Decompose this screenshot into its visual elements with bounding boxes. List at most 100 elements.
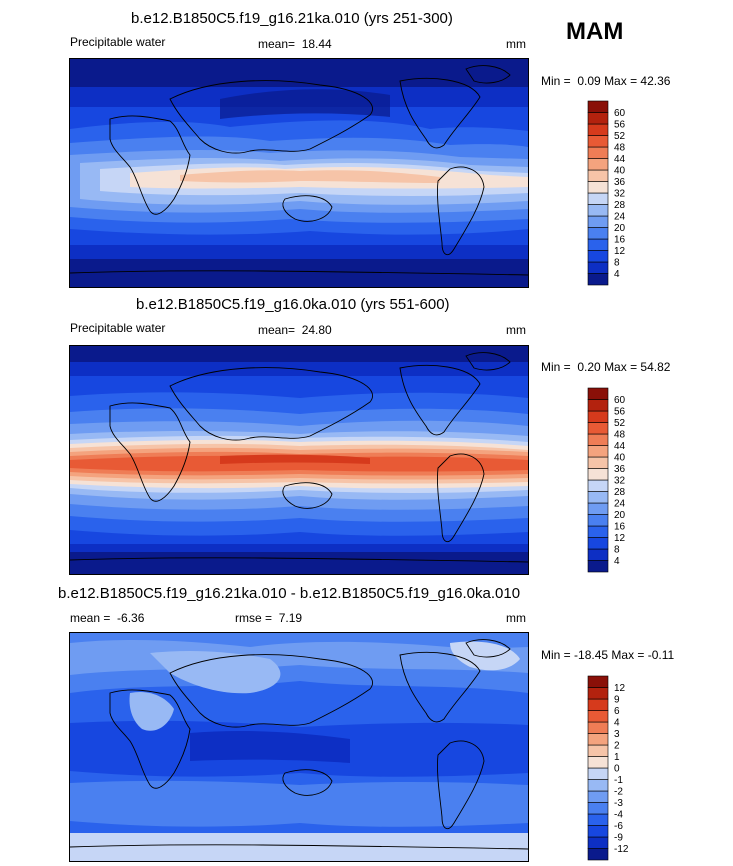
panel1-colorbar-box xyxy=(587,192,609,205)
panel2-variable: Precipitable water xyxy=(70,321,166,335)
panel3-colorbar-tick-label: -2 xyxy=(614,787,623,798)
panel1-colorbar-box xyxy=(587,250,609,263)
panel2-colorbar-tick-label: 56 xyxy=(614,407,626,418)
panel2-units: mm xyxy=(506,323,526,337)
panel3-colorbar-tick-label: -4 xyxy=(614,810,623,821)
panel1-colorbar-box xyxy=(587,215,609,228)
panel1-colorbar-box xyxy=(587,135,609,148)
panel3-colorbar-box xyxy=(587,710,609,723)
panel1-colorbar-box xyxy=(587,273,609,286)
panel1-colorbar-tick-label: 24 xyxy=(614,212,626,223)
panel3-colorbar-tick-label: -3 xyxy=(614,798,623,809)
panel3-colorbar-box xyxy=(587,767,609,780)
panel1-colorbar-tick-label: 28 xyxy=(614,200,626,211)
panel2-title: b.e12.B1850C5.f19_g16.0ka.010 (yrs 551-6… xyxy=(136,296,450,313)
panel2-colorbar-box xyxy=(587,525,609,538)
panel3-colorbar-box xyxy=(587,733,609,746)
panel1-max-label: Max = xyxy=(604,74,638,88)
panel3-colorbar-tick-label: 12 xyxy=(614,683,626,694)
panel3-colorbar-box xyxy=(587,813,609,826)
panel2-max-label: Max = xyxy=(604,360,638,374)
panel2-minmax: Min = 0.20 Max = 54.82 xyxy=(541,360,670,374)
panel2-colorbar-box xyxy=(587,479,609,492)
panel3-max-value: -0.11 xyxy=(647,648,675,662)
panel3-colorbar-tick-label: 9 xyxy=(614,695,620,706)
panel2-colorbar-box xyxy=(587,537,609,550)
panel2-max-value: 54.82 xyxy=(640,360,671,374)
panel2-colorbar-tick-label: 4 xyxy=(614,556,620,567)
panel1-colorbar-box xyxy=(587,158,609,171)
panel1-mean-label: mean= xyxy=(258,37,296,51)
panel2-colorbar-tick-label: 24 xyxy=(614,499,626,510)
panel2-colorbar-tick-label: 44 xyxy=(614,441,626,452)
panel2-map-svg xyxy=(70,346,528,574)
season-label: MAM xyxy=(566,18,624,45)
panel3-colorbar-box xyxy=(587,698,609,711)
panel3-colorbar-tick-label: 6 xyxy=(614,706,620,717)
panel2-colorbar-tick-label: 48 xyxy=(614,430,626,441)
panel3-colorbar-tick-label: 3 xyxy=(614,729,620,740)
panel2-colorbar-box xyxy=(587,410,609,423)
panel1-colorbar-box xyxy=(587,123,609,136)
panel3-max-label: Max = xyxy=(611,648,645,662)
panel1-mean: mean= 18.44 xyxy=(258,37,332,51)
panel2-colorbar-tick-label: 52 xyxy=(614,418,626,429)
panel1-colorbar-box xyxy=(587,181,609,194)
panel1-colorbar-box xyxy=(587,238,609,251)
panel2-colorbar-box xyxy=(587,399,609,412)
panel3-mean-value: -6.36 xyxy=(117,611,145,625)
panel3-colorbar-tick-label: 0 xyxy=(614,764,620,775)
panel3-rmse: rmse = 7.19 xyxy=(235,611,302,625)
panel1-colorbar-tick-label: 32 xyxy=(614,189,626,200)
panel2-colorbar-tick-label: 20 xyxy=(614,510,626,521)
panel3-map-svg xyxy=(70,633,528,861)
panel2-colorbar-box xyxy=(587,491,609,504)
panel3-colorbar-box xyxy=(587,848,609,861)
panel1-colorbar-tick-label: 36 xyxy=(614,177,626,188)
panel3-map xyxy=(69,632,529,862)
panel1-colorbar-box xyxy=(587,204,609,217)
panel3-colorbar-box xyxy=(587,756,609,769)
panel2-colorbar: 4 8 12 16 20 24 28 32 36 40 44 48 52 56 60 xyxy=(587,387,638,573)
panel2-mean-value: 24.80 xyxy=(301,323,332,337)
panel1-colorbar-tick-label: 12 xyxy=(614,246,626,257)
panel2-colorbar-box xyxy=(587,514,609,527)
panel2-colorbar-tick-label: 32 xyxy=(614,476,626,487)
panel3-title: b.e12.B1850C5.f19_g16.21ka.010 - b.e12.B… xyxy=(58,585,521,602)
panel2-colorbar-tick-label: 16 xyxy=(614,522,626,533)
panel3-colorbar-tick-label: -9 xyxy=(614,833,623,844)
panel1-colorbar: 4 8 12 16 20 24 28 32 36 40 44 48 52 56 60 xyxy=(587,100,638,286)
panel1-colorbar-box xyxy=(587,169,609,182)
panel1-mean-value: 18.44 xyxy=(301,37,332,51)
panel2-colorbar-tick-label: 60 xyxy=(614,395,626,406)
panel1-colorbar-tick-label: 16 xyxy=(614,235,626,246)
panel3-min-value: -18.45 xyxy=(574,648,609,662)
panel2-colorbar-box xyxy=(587,445,609,458)
panel2-min-value: 0.20 xyxy=(577,360,601,374)
panel2-colorbar-box xyxy=(587,548,609,561)
panel3-colorbar-tick-label: 1 xyxy=(614,752,620,763)
panel1-colorbar-tick-label: 4 xyxy=(614,269,620,280)
panel1-colorbar-tick-label: 56 xyxy=(614,120,626,131)
panel3-rmse-value: 7.19 xyxy=(278,611,303,625)
panel3-colorbar-box xyxy=(587,836,609,849)
panel2-colorbar-box xyxy=(587,387,609,400)
panel1-min-value: 0.09 xyxy=(577,74,601,88)
panel2-colorbar-tick-label: 8 xyxy=(614,545,620,556)
panel3-minmax: Min = -18.45 Max = -0.11 xyxy=(541,648,674,662)
panel3-colorbar-tick-label: 2 xyxy=(614,741,620,752)
panel3-mean: mean = -6.36 xyxy=(70,611,144,625)
panel2-colorbar-tick-label: 36 xyxy=(614,464,626,475)
panel2-mean-label: mean= xyxy=(258,323,296,337)
panel1-colorbar-box xyxy=(587,112,609,125)
panel3-colorbar-box xyxy=(587,779,609,792)
panel2-colorbar-tick-label: 28 xyxy=(614,487,626,498)
panel2-colorbar-tick-label: 12 xyxy=(614,533,626,544)
panel3-mean-label: mean = xyxy=(70,611,111,625)
panel2-colorbar-box xyxy=(587,433,609,446)
panel3-colorbar-box xyxy=(587,802,609,815)
panel1-colorbar-box xyxy=(587,227,609,240)
